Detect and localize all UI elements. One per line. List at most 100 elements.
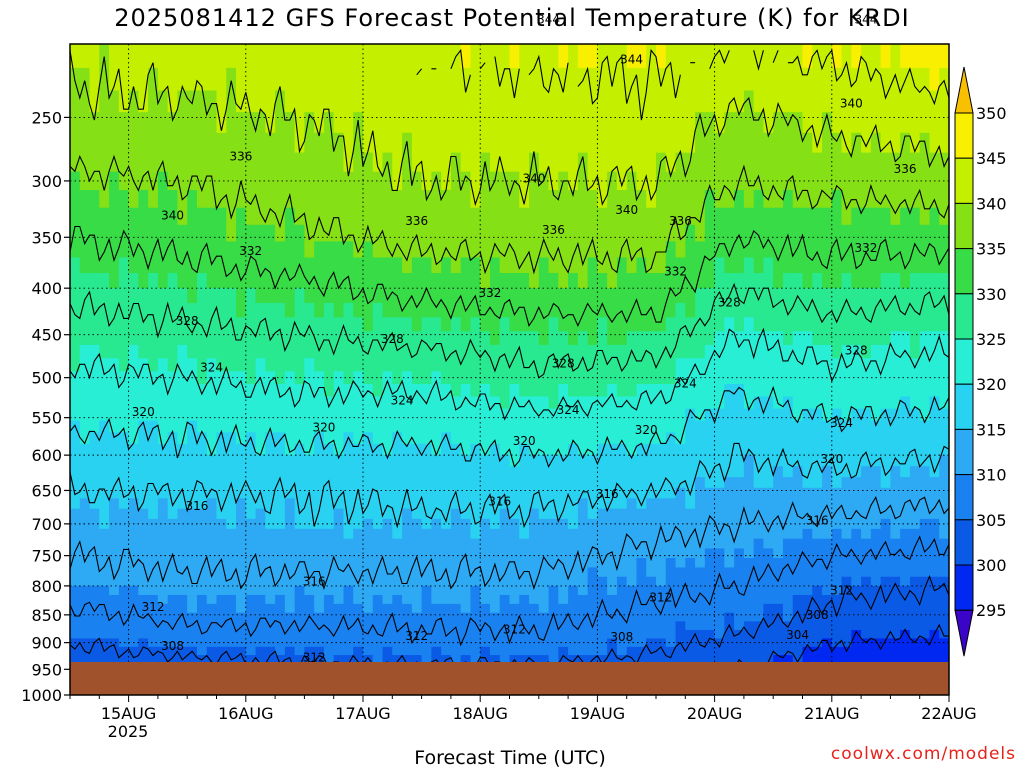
heatmap-cell (529, 528, 540, 540)
heatmap-cell (226, 603, 237, 614)
heatmap-cell (206, 288, 218, 304)
heatmap-cell (89, 67, 100, 92)
heatmap-cell (499, 132, 511, 154)
heatmap-cell (695, 548, 706, 559)
heatmap-cell (489, 241, 501, 259)
heatmap-cell (236, 288, 247, 304)
heatmap-cell (284, 477, 296, 489)
heatmap-cell (431, 358, 442, 372)
heatmap-cell (109, 638, 120, 648)
heatmap-cell (294, 655, 305, 664)
heatmap-cell (89, 317, 100, 332)
heatmap-cell (900, 466, 911, 478)
heatmap-cell (441, 621, 452, 631)
heatmap-cell (216, 443, 227, 456)
heatmap-cell (118, 576, 130, 587)
heatmap-cell (333, 548, 345, 559)
heatmap-cell (753, 487, 765, 499)
heatmap-cell (509, 455, 520, 467)
heatmap-cell (616, 408, 628, 422)
heatmap-cell (822, 112, 833, 134)
heatmap-cell (382, 384, 393, 398)
heatmap-cell (870, 538, 882, 550)
heatmap-cell (597, 273, 608, 289)
heatmap-cell (421, 384, 432, 398)
heatmap-cell (831, 152, 843, 173)
heatmap-cell (509, 207, 520, 226)
heatmap-cell (109, 612, 120, 622)
heatmap-cell (656, 132, 667, 154)
heatmap-cell (714, 466, 725, 478)
heatmap-cell (245, 112, 257, 134)
heatmap-cell (665, 508, 677, 520)
heatmap-cell (79, 384, 91, 398)
heatmap-cell (626, 420, 638, 433)
heatmap-cell (704, 528, 716, 540)
heatmap-cell (460, 528, 472, 540)
heatmap-cell (597, 548, 608, 559)
heatmap-cell (353, 273, 364, 289)
heatmap-cell (665, 638, 677, 648)
heatmap-cell (763, 443, 774, 456)
heatmap-cell (568, 420, 579, 433)
heatmap-cell (450, 90, 462, 113)
heatmap-cell (255, 132, 266, 154)
heatmap-cell (128, 112, 139, 134)
heatmap-cell (226, 90, 237, 113)
heatmap-cell (919, 44, 931, 69)
heatmap-cell (187, 655, 198, 664)
heatmap-cell (138, 257, 149, 274)
heatmap-cell (763, 538, 774, 550)
heatmap-cell (167, 302, 179, 318)
heatmap-cell (148, 132, 159, 154)
heatmap-cell (538, 288, 550, 304)
heatmap-cell (900, 621, 911, 631)
heatmap-cell (626, 567, 638, 578)
heatmap-cell (128, 241, 139, 259)
heatmap-cell (890, 567, 901, 578)
heatmap-cell (763, 241, 774, 259)
heatmap-cell (782, 538, 794, 550)
heatmap-cell (665, 371, 677, 385)
heatmap-cell (411, 466, 423, 478)
heatmap-cell (695, 420, 706, 433)
heatmap-cell (265, 67, 276, 92)
heatmap-cell (929, 621, 940, 631)
heatmap-cell (323, 518, 335, 530)
heatmap-cell (460, 487, 472, 499)
heatmap-cell (734, 646, 745, 656)
heatmap-cell (294, 603, 305, 614)
heatmap-cell (480, 396, 491, 410)
heatmap-cell (714, 171, 725, 191)
heatmap-cell (196, 508, 208, 520)
heatmap-cell (89, 344, 100, 359)
heatmap-cell (284, 576, 296, 587)
heatmap-cell (196, 443, 208, 456)
heatmap-cell (802, 331, 813, 346)
heatmap-cell (743, 548, 755, 559)
heatmap-cell (470, 67, 481, 92)
heatmap-cell (695, 621, 706, 631)
heatmap-cell (616, 594, 628, 605)
heatmap-cell (450, 420, 462, 433)
heatmap-cell (460, 90, 472, 113)
heatmap-cell (616, 420, 628, 433)
heatmap-cell (773, 498, 784, 510)
heatmap-cell (597, 371, 608, 385)
heatmap-cell (802, 621, 813, 631)
heatmap-cell (568, 638, 579, 648)
heatmap-cell (284, 638, 296, 648)
heatmap-cell (294, 152, 305, 173)
heatmap-cell (255, 171, 266, 191)
heatmap-cell (782, 420, 794, 433)
heatmap-cell (128, 331, 139, 346)
heatmap-cell (70, 621, 81, 631)
heatmap-cell (206, 257, 218, 274)
heatmap-cell (421, 273, 432, 289)
heatmap-cell (665, 171, 677, 191)
heatmap-cell (685, 371, 696, 385)
heatmap-cell (333, 528, 345, 540)
heatmap-cell (470, 384, 481, 398)
heatmap-cell (743, 257, 755, 274)
heatmap-cell (851, 487, 862, 499)
